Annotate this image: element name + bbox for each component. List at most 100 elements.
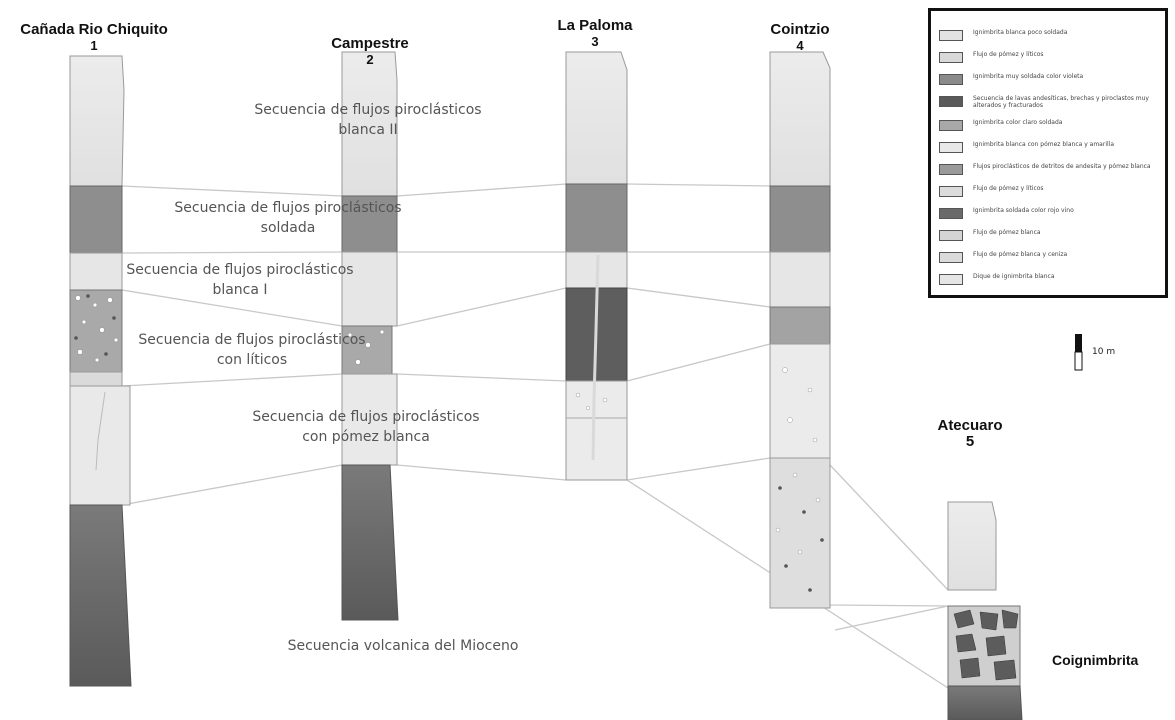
correlation-lines	[121, 183, 949, 689]
unit-top	[947, 501, 997, 591]
correlation-line	[396, 373, 567, 382]
column-number: 1	[90, 38, 98, 53]
legend-item: Secuencia de lavas andesíticas, brechas …	[939, 95, 1165, 109]
unit-mioceno	[341, 464, 399, 621]
correlation-line	[626, 343, 771, 382]
column-campestre	[341, 51, 399, 621]
pumice-clasts	[782, 367, 818, 443]
correlation-line	[121, 289, 343, 327]
label-con-liticos: Secuencia de flujos piroclásticos con lí…	[138, 332, 366, 368]
label-soldada: Secuencia de flujos piroclásticos soldad…	[174, 200, 402, 236]
unit-soldada	[565, 183, 628, 253]
scale-label: 10 m	[1092, 347, 1116, 357]
unit-pomez-liticos	[769, 457, 831, 609]
legend-item: Flujo de pómez y líticos	[939, 185, 1165, 199]
legend-swatch	[939, 74, 963, 85]
legend-text: Flujo de pómez blanca y ceniza	[973, 251, 1068, 258]
legend-text: Ignimbrita muy soldada color violeta	[973, 73, 1084, 80]
blocks	[953, 609, 1019, 681]
column-atecuaro	[947, 501, 1023, 720]
legend-item: Ignimbrita blanca poco soldada	[939, 29, 1165, 43]
column-title-1: Cañada Rio Chiquito 1	[4, 22, 184, 54]
unit-soldada	[69, 185, 123, 254]
correlation-line	[626, 183, 771, 187]
legend-item: Flujo de pómez blanca	[939, 229, 1165, 243]
column-canada-rio-chiquito	[69, 55, 132, 687]
column-number: 5	[965, 433, 975, 450]
correlation-line	[829, 464, 949, 591]
legend-item: Ignimbrita blanca con pómez blanca y ama…	[939, 141, 1165, 155]
legend-swatch	[939, 120, 963, 131]
legend-item: Flujo de pómez y líticos	[939, 51, 1165, 65]
legend-text: Secuencia de lavas andesíticas, brechas …	[973, 95, 1149, 109]
unit-blanca-i	[769, 251, 831, 308]
legend-text: Flujo de pómez y líticos	[973, 51, 1044, 58]
litic-clasts	[347, 329, 385, 365]
legend-swatch	[939, 96, 963, 107]
column-number: 2	[366, 52, 374, 67]
legend-text: Flujo de pómez y líticos	[973, 185, 1044, 192]
legend-text: Ignimbrita color claro soldada	[973, 119, 1063, 126]
litic-clasts	[778, 486, 824, 592]
legend: Ignimbrita blanca poco soldada Flujo de …	[928, 8, 1168, 298]
correlation-line	[626, 457, 771, 481]
unit-pomez-blanca	[769, 343, 831, 459]
legend-item: Ignimbrita muy soldada color violeta	[939, 73, 1165, 87]
label-blanca-i: Secuencia de flujos piroclásticos blanca…	[126, 262, 354, 298]
pumice-clasts	[575, 392, 608, 411]
correlation-line	[396, 287, 567, 327]
legend-item: Flujo de pómez blanca y ceniza	[939, 251, 1165, 265]
correlation-line	[829, 604, 949, 607]
unit-thin-band	[69, 371, 123, 387]
unit-blanca-ii	[341, 51, 398, 197]
legend-swatch	[939, 30, 963, 41]
column-name: Atecuaro	[937, 417, 1003, 434]
unit-pomez-blanca	[565, 380, 628, 481]
legend-text: Flujos piroclásticos de detritos de ande…	[973, 163, 1151, 170]
unit-blanca-ii	[69, 55, 125, 187]
label-blanca-ii: Secuencia de flujos piroclásticos blanca…	[254, 102, 482, 138]
legend-text: Ignimbrita blanca con pómez blanca y ama…	[973, 141, 1114, 148]
unit-mioceno	[69, 504, 132, 687]
column-cointzio	[769, 51, 831, 609]
column-title-2: Campestre 2	[300, 36, 440, 68]
pumice-clasts	[775, 472, 821, 555]
legend-swatch	[939, 186, 963, 197]
unit-top	[565, 51, 628, 185]
legend-item: Flujos piroclásticos de detritos de ande…	[939, 163, 1165, 177]
legend-swatch	[939, 230, 963, 241]
legend-swatch	[939, 252, 963, 263]
unit-blanca-i	[341, 251, 398, 327]
unit-basal	[947, 685, 1023, 720]
legend-item: Ignimbrita color claro soldada	[939, 119, 1165, 133]
column-name: Cañada Rio Chiquito	[20, 21, 168, 38]
legend-text: Flujo de pómez blanca	[973, 229, 1041, 236]
correlation-line	[121, 373, 343, 387]
correlation-line	[834, 605, 949, 631]
dike	[591, 254, 600, 461]
correlation-line	[626, 287, 771, 308]
column-title-4: Cointzio 4	[740, 22, 860, 54]
legend-item: Dique de ignimbrita blanca	[939, 273, 1165, 287]
unit-pomez-blanca	[341, 373, 398, 466]
correlation-line	[396, 464, 567, 481]
scale-bar	[1074, 334, 1083, 371]
label-mioceno: Secuencia volcanica del Mioceno	[287, 638, 519, 654]
dark-clasts	[74, 294, 116, 356]
correlation-line	[121, 464, 343, 506]
correlation-line	[396, 183, 567, 197]
legend-swatch	[939, 274, 963, 285]
column-number: 3	[591, 34, 599, 49]
column-number: 4	[796, 38, 804, 53]
unit-top	[769, 51, 831, 187]
unit-soldada	[341, 195, 398, 253]
legend-swatch	[939, 142, 963, 153]
unit-soldada	[769, 185, 831, 253]
correlation-line	[121, 185, 343, 197]
fracture	[95, 391, 106, 471]
legend-text: Ignimbrita blanca poco soldada	[973, 29, 1068, 36]
label-coignimbrita: Coignimbrita	[1052, 652, 1139, 668]
legend-text: Ignimbrita soldada color rojo vino	[973, 207, 1074, 214]
column-title-5: Atecuaro 5	[910, 418, 1030, 450]
